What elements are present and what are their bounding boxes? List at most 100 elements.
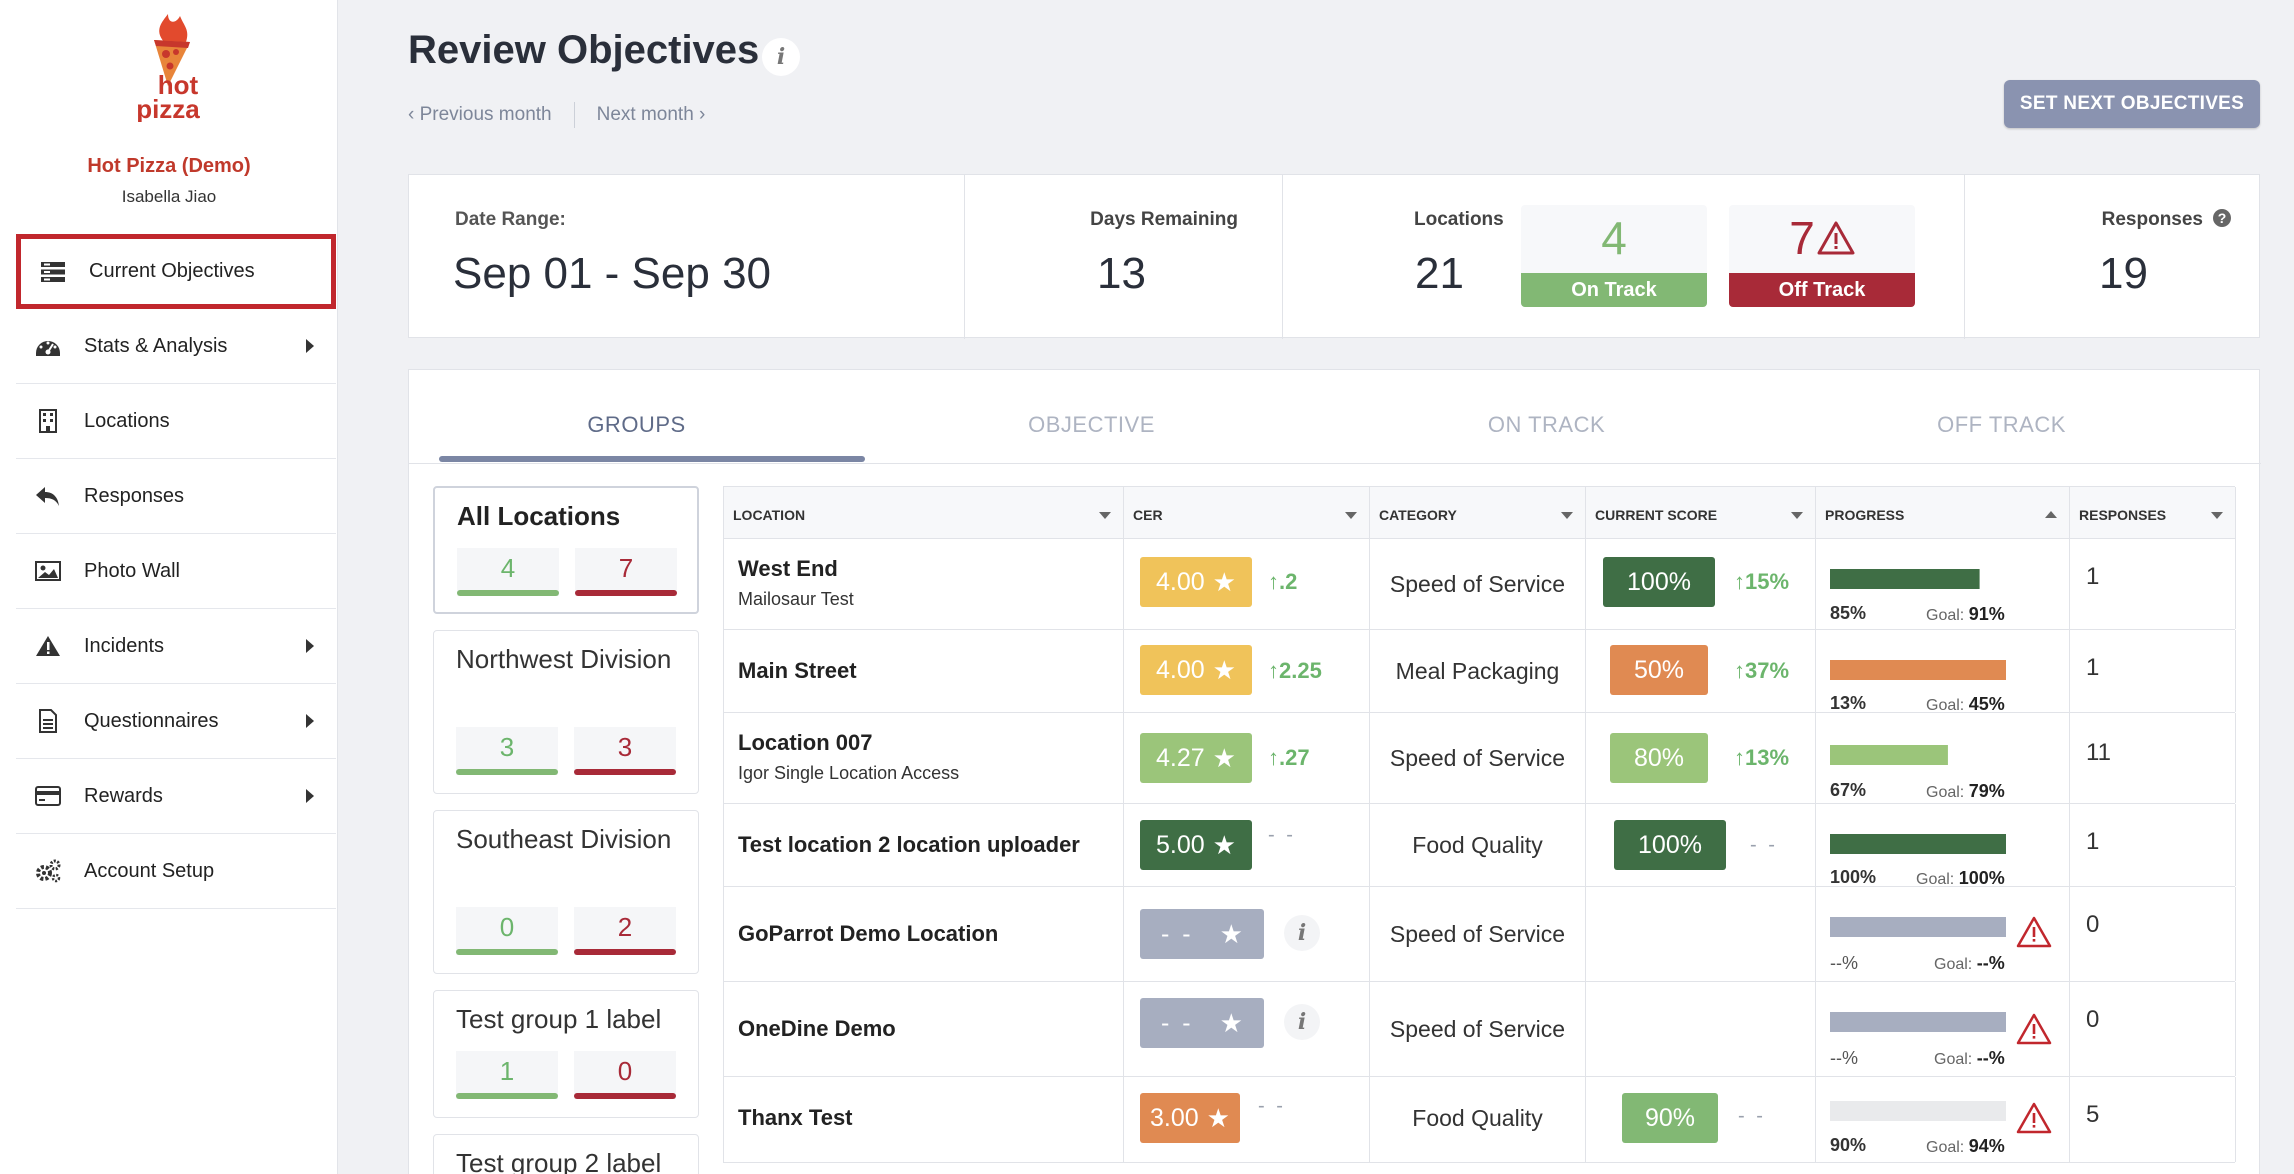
group-off-value: 3 bbox=[617, 732, 633, 762]
summary-card: Date Range: Sep 01 - Sep 30 Days Remaini… bbox=[408, 174, 2260, 339]
score-delta-value: 37% bbox=[1745, 658, 1790, 683]
responses-count[interactable]: 1 bbox=[2086, 654, 2100, 681]
days-remaining-value: 13 bbox=[1097, 249, 1146, 298]
column-header-location[interactable]: LOCATION bbox=[724, 487, 1124, 539]
off-track-pill[interactable]: 7 Off Track bbox=[1729, 205, 1915, 307]
location-name[interactable]: GoParrot Demo Location bbox=[738, 921, 999, 946]
responses-count[interactable]: 5 bbox=[2086, 1101, 2100, 1128]
location-name[interactable]: Thanx Test bbox=[738, 1105, 853, 1130]
warning-icon bbox=[2016, 1013, 2052, 1045]
progress-cell: 100% Goal: 100% bbox=[1816, 804, 2070, 888]
progress-bar bbox=[1830, 917, 2006, 937]
location-name[interactable]: Test location 2 location uploader bbox=[738, 832, 1080, 857]
sidebar-item-photo-wall[interactable]: Photo Wall bbox=[16, 534, 336, 609]
goal-value: 94% bbox=[1968, 1136, 2005, 1156]
on-track-bar bbox=[456, 769, 558, 775]
location-name[interactable]: Location 007 bbox=[738, 730, 873, 755]
sidebar-item-stats-analysis[interactable]: Stats & Analysis bbox=[16, 309, 336, 384]
cer-cell: 4.27 ★ ↑.27 bbox=[1124, 713, 1370, 803]
responses-cell: 11 bbox=[2070, 713, 2236, 803]
locations-table: LOCATION CER CATEGORY CURRENT SCORE PROG… bbox=[723, 486, 2236, 1163]
category-cell: Speed of Service bbox=[1370, 713, 1586, 803]
table-row[interactable]: Thanx Test 3.00 ★ - - Food Quality 90% - … bbox=[724, 1077, 2236, 1163]
responses-count[interactable]: 0 bbox=[2086, 911, 2100, 938]
tab-objective[interactable]: OBJECTIVE bbox=[1028, 412, 1155, 437]
group-on-value: 4 bbox=[500, 553, 516, 583]
sidebar-item-label: Stats & Analysis bbox=[84, 334, 228, 357]
sidebar-item-questionnaires[interactable]: Questionnaires bbox=[16, 684, 336, 759]
group-off-value: 7 bbox=[618, 553, 634, 583]
tab-on-track[interactable]: ON TRACK bbox=[1487, 412, 1606, 437]
goal-value: --% bbox=[1976, 1048, 2005, 1068]
group-name: Test group 2 label bbox=[456, 1148, 662, 1174]
star-icon: ★ bbox=[1212, 829, 1236, 860]
info-icon[interactable]: i bbox=[1284, 915, 1320, 951]
sidebar-item-rewards[interactable]: Rewards bbox=[16, 759, 336, 834]
group-card-southeast[interactable]: Southeast Division 0 2 bbox=[433, 810, 699, 974]
tab-groups[interactable]: GROUPS bbox=[587, 412, 686, 437]
previous-month-link[interactable]: ‹ Previous month bbox=[408, 104, 552, 125]
star-icon: ★ bbox=[1206, 1102, 1230, 1133]
off-track-bar bbox=[574, 1093, 676, 1099]
table-row[interactable]: OneDine Demo - - ★ i Speed of Service --%… bbox=[724, 982, 2236, 1077]
location-name[interactable]: West End bbox=[738, 556, 838, 581]
help-icon[interactable]: ? bbox=[2213, 209, 2231, 227]
objectives-panel: GROUPS OBJECTIVE ON TRACK OFF TRACK All … bbox=[408, 369, 2261, 1174]
sidebar-item-account-setup[interactable]: Account Setup bbox=[16, 834, 336, 909]
tab-off-track[interactable]: OFF TRACK bbox=[1937, 412, 2066, 437]
sidebar-item-responses[interactable]: Responses bbox=[16, 459, 336, 534]
goal-label: Goal: bbox=[1934, 956, 1973, 973]
set-next-objectives-button[interactable]: SET NEXT OBJECTIVES bbox=[2004, 80, 2260, 128]
table-header: LOCATION CER CATEGORY CURRENT SCORE PROG… bbox=[724, 487, 2236, 539]
table-row[interactable]: Location 007 Igor Single Location Access… bbox=[724, 713, 2236, 804]
sidebar-item-locations[interactable]: Locations bbox=[16, 384, 336, 459]
table-row[interactable]: Main Street 4.00 ★ ↑2.25 Meal Packaging 5… bbox=[724, 630, 2236, 714]
tab-bar: GROUPS OBJECTIVE ON TRACK OFF TRACK bbox=[409, 370, 2261, 464]
cer-cell: - - ★ i bbox=[1124, 982, 1370, 1076]
category-text: Speed of Service bbox=[1389, 921, 1566, 947]
sidebar-item-incidents[interactable]: Incidents bbox=[16, 609, 336, 684]
cer-cell: 4.00 ★ ↑.2 bbox=[1124, 539, 1370, 629]
column-header-progress[interactable]: PROGRESS bbox=[1816, 487, 2070, 539]
warning-icon bbox=[34, 632, 62, 660]
info-icon[interactable]: i bbox=[762, 38, 800, 76]
cer-delta: ↑2.25 bbox=[1268, 658, 1322, 683]
cer-value: - - bbox=[1161, 919, 1194, 948]
column-header-responses[interactable]: RESPONSES bbox=[2070, 487, 2236, 539]
table-row[interactable]: GoParrot Demo Location - - ★ i Speed of S… bbox=[724, 887, 2236, 982]
objectives-icon bbox=[39, 258, 67, 286]
location-name[interactable]: OneDine Demo bbox=[738, 1016, 896, 1041]
group-card-test-group-2[interactable]: Test group 2 label bbox=[433, 1134, 699, 1174]
table-row[interactable]: West End Mailosaur Test 4.00 ★ ↑.2 Speed … bbox=[724, 539, 2236, 630]
sort-down-icon bbox=[2211, 512, 2223, 519]
column-header-current-score[interactable]: CURRENT SCORE bbox=[1586, 487, 1816, 539]
group-card-all-locations[interactable]: All Locations 4 7 bbox=[433, 486, 699, 614]
caret-right-icon bbox=[306, 639, 314, 653]
sidebar: hot pizza Hot Pizza (Demo) Isabella Jiao… bbox=[0, 0, 338, 1174]
responses-label: Responses bbox=[2101, 209, 2203, 230]
responses-cell: 5 bbox=[2070, 1077, 2236, 1162]
score-cell bbox=[1586, 982, 1816, 1076]
responses-count[interactable]: 1 bbox=[2086, 563, 2100, 590]
group-card-test-group-1[interactable]: Test group 1 label 1 0 bbox=[433, 990, 699, 1118]
group-off-track-count: 2 bbox=[574, 907, 676, 955]
info-icon[interactable]: i bbox=[1284, 1004, 1320, 1040]
goal-label: Goal: bbox=[1926, 1139, 1965, 1156]
score-delta: ↑37% bbox=[1734, 658, 1790, 683]
responses-count[interactable]: 0 bbox=[2086, 1006, 2100, 1033]
cer-cell: 5.00 ★ - - bbox=[1124, 804, 1370, 886]
location-cell: Main Street bbox=[724, 630, 1124, 712]
sidebar-item-current-objectives[interactable]: Current Objectives bbox=[16, 234, 336, 309]
building-icon bbox=[34, 407, 62, 435]
column-header-cer[interactable]: CER bbox=[1124, 487, 1370, 539]
location-name[interactable]: Main Street bbox=[738, 658, 857, 683]
column-header-category[interactable]: CATEGORY bbox=[1370, 487, 1586, 539]
group-card-northwest[interactable]: Northwest Division 3 3 bbox=[433, 630, 699, 794]
date-range-cell: Date Range: Sep 01 - Sep 30 bbox=[409, 175, 965, 339]
location-subtitle: Mailosaur Test bbox=[738, 589, 854, 609]
next-month-link[interactable]: Next month › bbox=[596, 104, 706, 125]
on-track-pill[interactable]: 4 On Track bbox=[1521, 205, 1707, 307]
responses-count[interactable]: 11 bbox=[2086, 739, 2111, 766]
table-row[interactable]: Test location 2 location uploader 5.00 ★ … bbox=[724, 804, 2236, 888]
responses-count[interactable]: 1 bbox=[2086, 828, 2100, 855]
